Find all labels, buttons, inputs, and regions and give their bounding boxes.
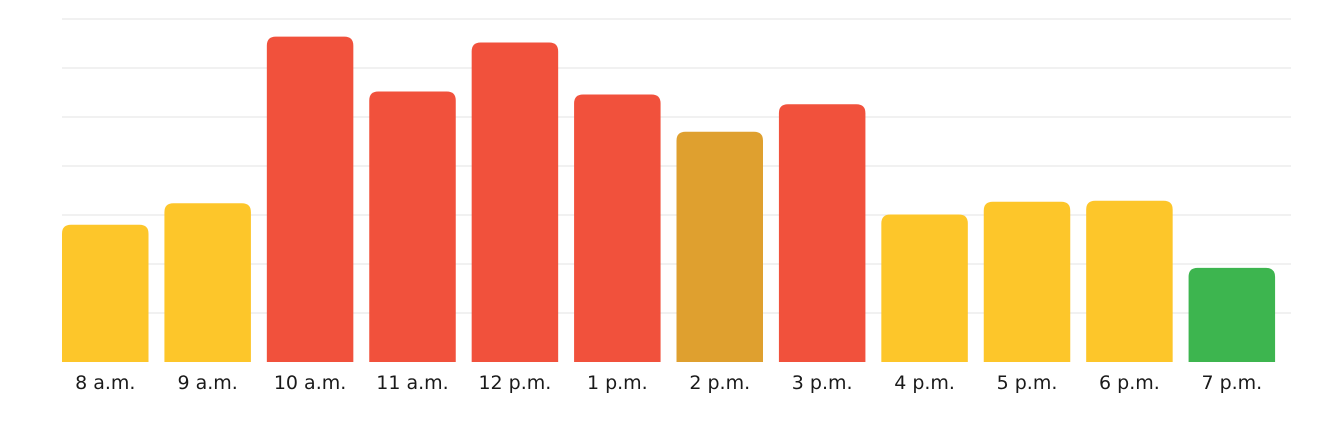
x-tick-label-7: 2 p.m. (689, 372, 750, 394)
bar-4 (369, 91, 456, 363)
bar-6 (574, 94, 661, 363)
bar-1 (62, 224, 149, 362)
bar-5 (471, 42, 559, 363)
bar-12 (1188, 267, 1276, 362)
bar-11 (1086, 200, 1173, 362)
x-tick-label-8: 3 p.m. (792, 372, 853, 394)
x-tick-label-6: 1 p.m. (587, 372, 648, 394)
bar-2 (164, 203, 251, 362)
bar-7 (676, 131, 763, 362)
bar-3 (266, 36, 354, 362)
x-tick-label-10: 5 p.m. (997, 372, 1058, 394)
x-tick-label-4: 11 a.m. (376, 372, 448, 394)
x-tick-label-11: 6 p.m. (1099, 372, 1160, 394)
x-tick-label-12: 7 p.m. (1201, 372, 1262, 394)
x-tick-label-3: 10 a.m. (274, 372, 346, 394)
x-tick-label-2: 9 a.m. (177, 372, 237, 394)
bars (62, 36, 1276, 363)
bar-10 (983, 201, 1071, 362)
x-tick-label-1: 8 a.m. (75, 372, 135, 394)
x-tick-label-9: 4 p.m. (894, 372, 955, 394)
bar-8 (778, 104, 866, 362)
x-axis-tick-labels: 8 a.m. 9 a.m. 10 a.m. 11 a.m. 12 p.m. 1 p.m. 2… (75, 372, 1262, 394)
x-tick-label-5: 12 p.m. (478, 372, 551, 394)
bar-9 (881, 214, 968, 362)
